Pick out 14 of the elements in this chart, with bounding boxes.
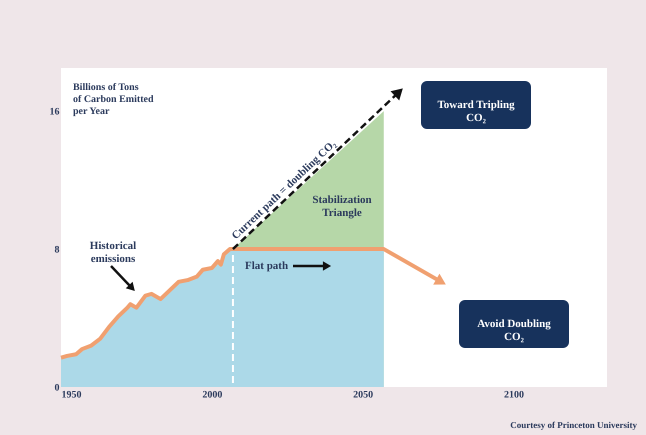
text: Courtesy of Princeton University (510, 420, 638, 430)
annotation: Avoid Doubling CO₂ (477, 318, 552, 343)
x-tick-label: 2100 (504, 390, 524, 400)
annotation: Stabilization Triangle (312, 194, 372, 219)
y-tick-label: 16 (50, 106, 60, 118)
annotation: Flat path (245, 260, 288, 272)
annotation: Historical emissions (90, 240, 136, 265)
y-tick-label: 0 (54, 382, 60, 394)
annotation: Toward Tripling CO₂ (437, 99, 516, 124)
x-tick-label: 2000 (202, 390, 222, 400)
y-axis-title: Billions of Tons of Carbon Emitted per Year (73, 82, 154, 117)
x-tick-label: 1950 (62, 390, 82, 400)
x-tick-label: 2050 (353, 390, 374, 400)
y-tick-label: 8 (54, 244, 60, 256)
